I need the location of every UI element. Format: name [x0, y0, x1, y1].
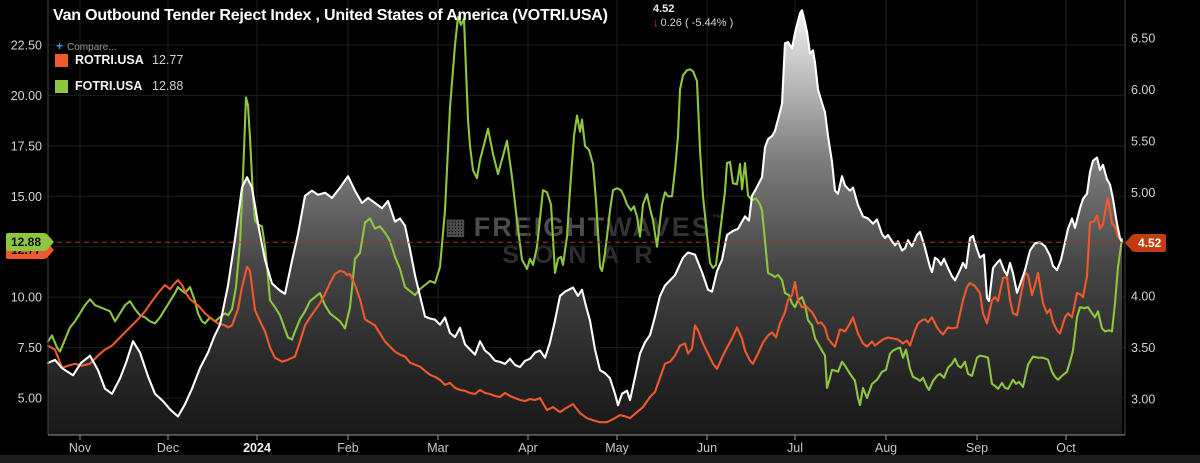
left-axis-label: 5.00	[18, 392, 42, 406]
left-axis-label: 17.50	[11, 139, 42, 153]
fotri-swatch-icon	[55, 79, 68, 93]
freightwaves-logo-icon: ▦	[445, 214, 468, 239]
down-arrow-icon: ↓	[653, 17, 659, 29]
right-axis-label: 3.50	[1131, 341, 1155, 355]
legend-value: 12.88	[152, 79, 184, 93]
legend-item-fotri[interactable]: FOTRI.USA 12.88	[55, 79, 183, 93]
legend-value: 12.77	[152, 53, 184, 67]
votri-area	[48, 10, 1122, 435]
right-axis-label: 6.50	[1131, 32, 1155, 46]
right-axis-label: 4.00	[1131, 289, 1155, 303]
legend-item-rotri[interactable]: ROTRI.USA 12.77	[55, 53, 183, 67]
left-axis-label: 22.50	[11, 39, 42, 53]
legend-ticker: FOTRI.USA	[75, 79, 143, 93]
x-axis-label: Dec	[157, 441, 179, 455]
right-axis-label: 5.00	[1131, 186, 1155, 200]
votri-line	[46, 9, 1124, 418]
x-axis-label: Jul	[787, 441, 803, 455]
x-axis-label: May	[605, 441, 629, 455]
compare-button[interactable]: + Compare...	[56, 39, 116, 53]
last-value: 4.52	[653, 3, 675, 15]
right-axis-label: 3.00	[1131, 393, 1155, 407]
x-axis-label: Apr	[518, 441, 537, 455]
fotri-axis-badge: 12.88	[6, 233, 55, 251]
x-axis-label: Jun	[697, 441, 717, 455]
x-axis-label: Oct	[1056, 441, 1076, 455]
left-axis-label: 7.50	[18, 341, 42, 355]
right-axis-label: 6.00	[1131, 83, 1155, 97]
right-axis-label: 5.50	[1131, 135, 1155, 149]
left-axis-label: 20.00	[11, 89, 42, 103]
change-text: 0.26 ( -5.44% )	[660, 17, 734, 29]
x-axis-label: Mar	[427, 441, 449, 455]
compare-label: Compare...	[67, 42, 117, 53]
rotri-swatch-icon	[55, 53, 68, 67]
left-axis-label: 10.00	[11, 291, 42, 305]
plus-icon: +	[56, 39, 64, 53]
legend-ticker: ROTRI.USA	[75, 53, 144, 67]
x-axis-label: Feb	[337, 441, 359, 455]
x-axis-label: Aug	[875, 441, 897, 455]
timeline-scrollbar[interactable]	[0, 455, 1200, 463]
quote-block: 4.52 ↓ 0.26 ( -5.44% )	[653, 3, 733, 29]
chart-title: Van Outbound Tender Reject Index , Unite…	[53, 7, 608, 24]
votri-axis-badge: 4.52	[1124, 234, 1167, 252]
rotri-line	[46, 197, 1124, 424]
x-axis-label: Nov	[69, 441, 92, 455]
x-axis-label: Sep	[966, 441, 988, 455]
x-axis-label: 2024	[243, 441, 271, 455]
change-line: ↓ 0.26 ( -5.44% )	[653, 17, 733, 29]
left-axis-label: 15.00	[11, 190, 42, 204]
